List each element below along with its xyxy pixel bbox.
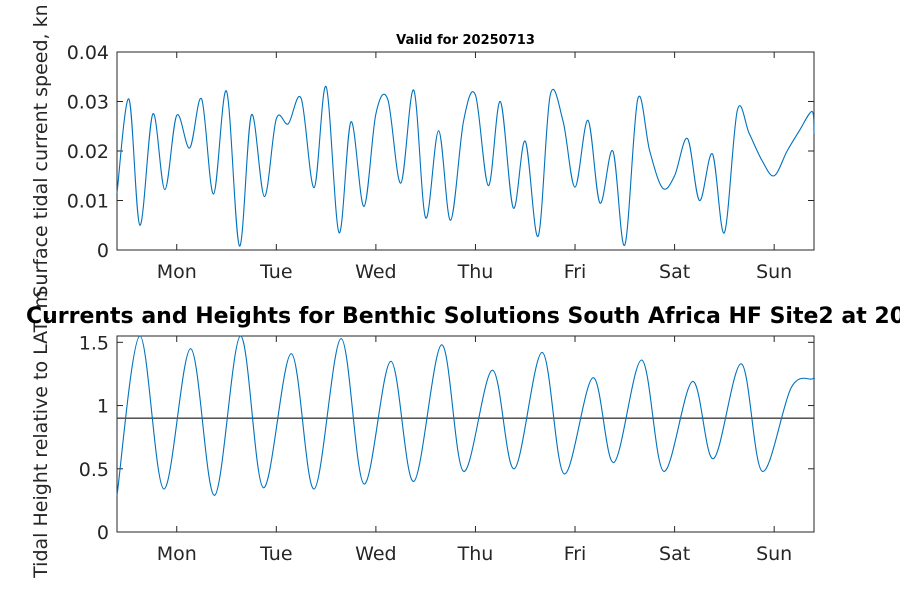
x-tick-label: Tue xyxy=(259,261,292,283)
chart-subtitle: Valid for 20250713 xyxy=(396,33,535,48)
y-tick-label: 0.02 xyxy=(67,141,109,163)
chart-main-title: Currents and Heights for Benthic Solutio… xyxy=(26,304,900,329)
y-tick-label: 0.01 xyxy=(67,191,109,213)
current-speed-x-ticks: Mon Tue Wed Thu Fri Sat Sun xyxy=(157,52,792,283)
tidal-height-axes-box xyxy=(116,335,815,533)
x-tick-label: Wed xyxy=(355,543,396,565)
x-tick-label: Sat xyxy=(659,543,690,565)
x-tick-label: Sat xyxy=(659,261,690,283)
tidal-height-y-axis-label: Tidal Height relative to LAT, m xyxy=(30,290,52,579)
current-speed-series-line xyxy=(116,86,815,247)
x-tick-label: Thu xyxy=(457,543,494,565)
x-tick-label: Wed xyxy=(355,261,396,283)
x-tick-label: Fri xyxy=(564,261,587,283)
tidal-height-series-line xyxy=(116,335,815,496)
x-tick-label: Fri xyxy=(564,543,587,565)
x-tick-label: Mon xyxy=(157,543,197,565)
x-tick-label: Tue xyxy=(259,543,292,565)
tidal-height-y-ticks: 0 0.5 1 1.5 xyxy=(79,332,814,544)
x-tick-label: Thu xyxy=(457,261,494,283)
y-tick-label: 0.04 xyxy=(67,42,109,64)
y-tick-label: 0.5 xyxy=(79,459,109,481)
x-tick-label: Sun xyxy=(756,261,792,283)
current-speed-y-ticks: 0 0.01 0.02 0.03 0.04 xyxy=(67,42,814,262)
tidal-height-x-ticks: Mon Tue Wed Thu Fri Sat Sun xyxy=(157,336,792,565)
y-tick-label: 1 xyxy=(97,396,109,418)
y-tick-label: 1.5 xyxy=(79,332,109,354)
current-speed-axes-box xyxy=(116,51,815,251)
x-tick-label: Sun xyxy=(756,543,792,565)
x-tick-label: Mon xyxy=(157,261,197,283)
y-tick-label: 0.03 xyxy=(67,92,109,114)
current-speed-y-axis-label: Surface tidal current speed, kn xyxy=(30,4,52,297)
current-speed-panel: Valid for 20250713 0 0.01 0.02 0.03 0.04 Mon… xyxy=(30,4,815,298)
y-tick-label: 0 xyxy=(97,522,109,544)
tidal-height-panel: 0 0.5 1 1.5 Mon Tue Wed Thu Fri Sat Sun Tidal Hei… xyxy=(30,290,815,579)
y-tick-label: 0 xyxy=(97,240,109,262)
